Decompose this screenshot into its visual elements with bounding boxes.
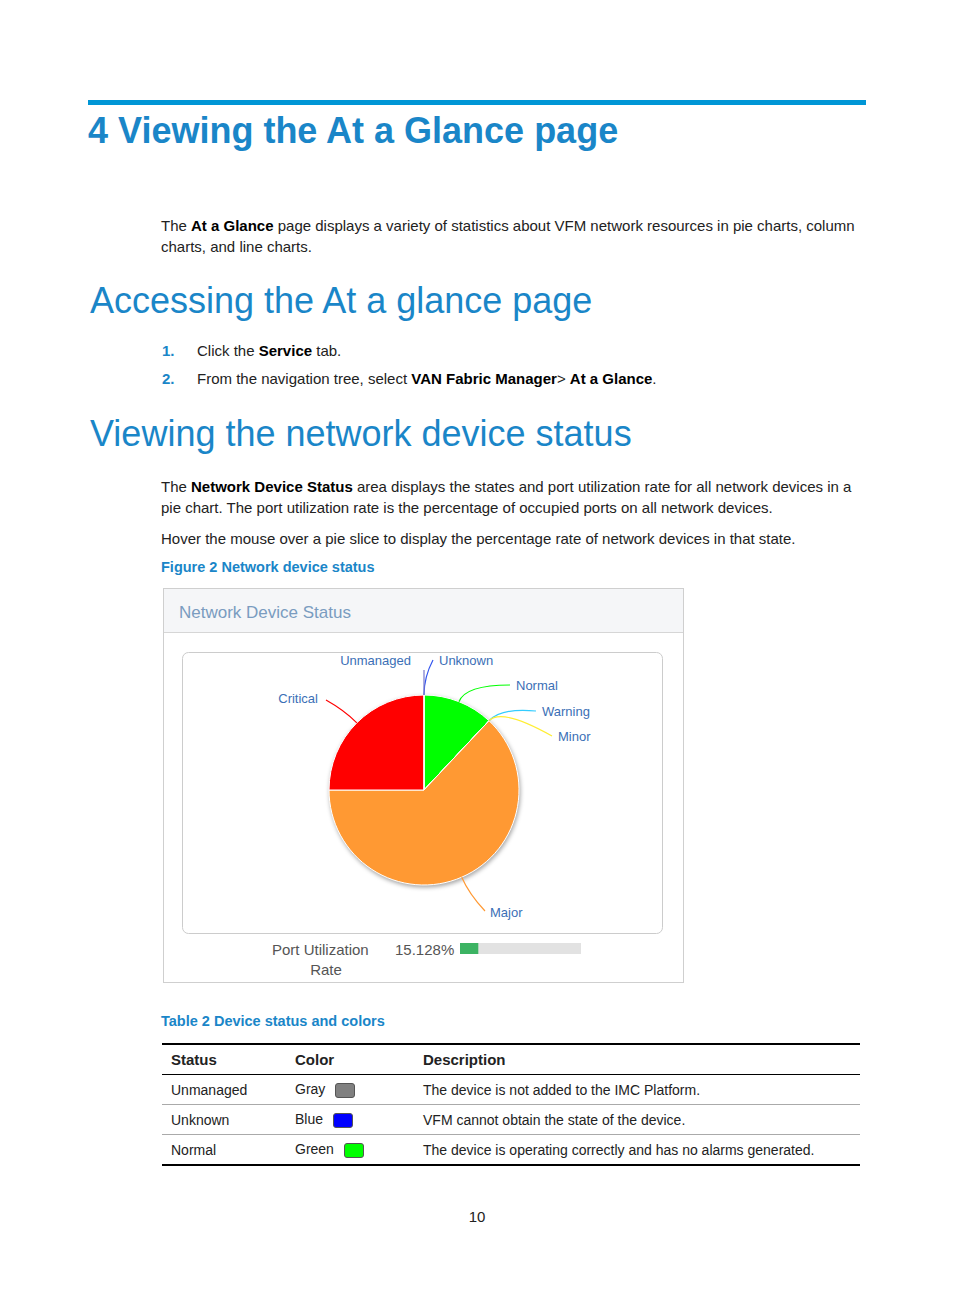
text-run: The (161, 478, 191, 495)
panel-header (164, 589, 683, 632)
leader-line (424, 660, 433, 695)
text-run: > (557, 370, 570, 387)
paragraph: The Network Device Status area displays … (161, 476, 866, 518)
cell-text: Normal (171, 1142, 216, 1158)
chart-frame (183, 653, 663, 934)
progress-fill (460, 943, 478, 954)
column-header: Description (414, 1044, 860, 1075)
table-row: Unknown Blue VFM cannot obtain the state o… (162, 1105, 860, 1135)
column-header: Status (162, 1044, 286, 1075)
cell-text: The device is operating correctly and ha… (423, 1142, 814, 1158)
bold-text: VAN Fabric Manager (411, 370, 557, 387)
step-number: 1. (162, 342, 175, 359)
step-text: Click the Service tab. (197, 342, 341, 359)
bold-text: At a Glance (191, 217, 274, 234)
color-swatch (333, 1113, 353, 1128)
chart-title: Network Device Status (179, 603, 351, 622)
leader-line (459, 685, 510, 702)
step-text: From the navigation tree, select VAN Fab… (197, 370, 657, 387)
text-run: . (652, 370, 656, 387)
cell-text: Blue (295, 1111, 323, 1127)
section-heading: Viewing the network device status (90, 413, 632, 455)
step-number: 2. (162, 370, 175, 387)
section-heading: Accessing the At a glance page (90, 280, 592, 322)
table-header: StatusColorDescription (162, 1044, 860, 1075)
cell-text: The device is not added to the IMC Platf… (423, 1082, 700, 1098)
bold-text: At a Glance (570, 370, 653, 387)
cell-text: Gray (295, 1081, 325, 1097)
table-cell: Gray (286, 1075, 414, 1105)
table-cell: VFM cannot obtain the state of the devic… (414, 1105, 860, 1135)
table-caption: Table 2 Device status and colors (161, 1013, 385, 1029)
page-title: 4 Viewing the At a Glance page (88, 110, 618, 152)
title-rule (88, 100, 866, 105)
slice-label: Unmanaged (340, 653, 411, 668)
cell-text: VFM cannot obtain the state of the devic… (423, 1112, 685, 1128)
pie-slice (329, 695, 424, 790)
pie (329, 695, 519, 885)
progress-track (460, 943, 581, 954)
slice-label: Minor (558, 729, 591, 744)
slice-label: Normal (516, 678, 558, 693)
color-swatch (335, 1083, 355, 1098)
port-label: Port Utilization (272, 941, 369, 958)
text-run: tab. (312, 342, 341, 359)
table-row: Unmanaged Gray The device is not added to … (162, 1075, 860, 1105)
pie-slice (424, 695, 425, 790)
page-number: 10 (427, 1208, 527, 1225)
table-cell: Normal (162, 1135, 286, 1166)
table-cell: Unknown (162, 1105, 286, 1135)
cell-text: Unknown (171, 1112, 229, 1128)
port-value: 15.128% (395, 941, 454, 958)
device-status-table: StatusColorDescription Unmanaged Gray The d… (162, 1043, 860, 1166)
cell-text: Unmanaged (171, 1082, 247, 1098)
panel-separator (164, 632, 683, 633)
text-run: Click the (197, 342, 259, 359)
column-header: Color (286, 1044, 414, 1075)
table-cell: Green (286, 1135, 414, 1166)
pie-labels: Unknown Normal Warning Minor Major Critical Un… (278, 653, 591, 920)
pie-slice (424, 695, 425, 790)
leader-line (423, 670, 424, 695)
bold-text: Service (259, 342, 312, 359)
figure-frame (164, 589, 684, 983)
table-cell: The device is operating correctly and ha… (414, 1135, 860, 1166)
slice-label: Warning (542, 704, 590, 719)
table-cell: Unmanaged (162, 1075, 286, 1105)
cell-text: Green (295, 1141, 334, 1157)
leader-line (489, 710, 536, 720)
slice-label: Unknown (439, 653, 493, 668)
leader-line (489, 717, 552, 736)
port-label: Rate (310, 961, 342, 978)
color-swatch (344, 1143, 364, 1158)
figure-canvas: Network Device Status Unknown Normal Warnin… (0, 0, 954, 1296)
leader-line (462, 877, 485, 911)
text-run: From the navigation tree, select (197, 370, 411, 387)
leader-line (326, 700, 357, 723)
text-run: Hover the mouse over a pie slice to disp… (161, 530, 796, 547)
bold-text: Network Device Status (191, 478, 353, 495)
paragraph: Hover the mouse over a pie slice to disp… (161, 528, 866, 549)
text-run: The (161, 217, 191, 234)
slice-label: Critical (278, 691, 318, 706)
table-row: Normal Green The device is operating corre… (162, 1135, 860, 1166)
intro-paragraph: The At a Glance page displays a variety … (161, 215, 866, 257)
figure-caption: Figure 2 Network device status (161, 559, 375, 575)
table-cell: Blue (286, 1105, 414, 1135)
page: 4 Viewing the At a Glance page The At a G… (0, 0, 954, 1296)
slice-label: Major (490, 905, 523, 920)
table-cell: The device is not added to the IMC Platf… (414, 1075, 860, 1105)
